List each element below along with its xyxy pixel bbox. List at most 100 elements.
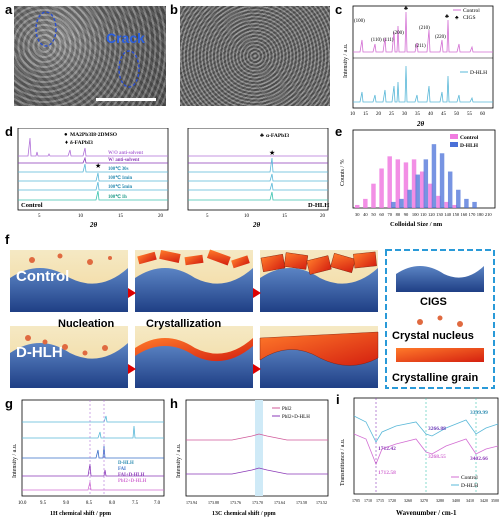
i-anno-3: 3268.55: [428, 454, 446, 460]
panel-h-letter: h: [170, 396, 178, 411]
svg-text:7.5: 7.5: [132, 501, 139, 506]
e-bar-control-11: [444, 201, 449, 208]
i-anno-5: 3402.66: [470, 456, 488, 462]
h-legend-0: PbI2: [282, 407, 292, 412]
e-bar-dhlh-5: [399, 198, 404, 208]
crack-label: Crack: [106, 30, 145, 46]
svg-text:10: 10: [244, 214, 250, 219]
chart-g: D-HLH FAI FAI+D-HLH PbI2+D-HLH Intensity…: [12, 399, 165, 517]
svg-text:10.0: 10.0: [18, 501, 27, 506]
panel-c-letter: c: [335, 2, 343, 17]
e-bar-control-0: [355, 204, 360, 208]
f-row2-label: D-HLH: [16, 344, 63, 361]
svg-text:3500: 3500: [491, 498, 499, 503]
e-bar-control-2: [371, 183, 376, 208]
svg-text:9.0: 9.0: [63, 501, 70, 506]
svg-text:5: 5: [38, 214, 41, 219]
e-bar-dhlh-4: [391, 201, 396, 208]
i-anno-1: 1712.58: [378, 470, 396, 476]
schematic-f: [10, 249, 495, 389]
e-bar-control-6: [403, 162, 409, 208]
f-row1-label: Control: [16, 268, 70, 285]
svg-text:♣: ♣: [404, 6, 408, 12]
panel-i-letter: i: [336, 392, 340, 407]
e-bar-control-12: [452, 204, 457, 208]
e-xtick-7: 100: [412, 212, 420, 217]
e-xtick-5: 80: [396, 212, 401, 217]
e-legend-dhlh: D-HLH: [460, 143, 479, 149]
svg-text:15: 15: [282, 214, 288, 219]
g-legend-1: FAI: [118, 467, 126, 472]
svg-text:5: 5: [206, 214, 209, 219]
svg-text:1710: 1710: [364, 498, 372, 503]
e-bar-control-1: [363, 198, 368, 208]
i-anno-4: 3399.99: [470, 410, 488, 416]
c-legend-control: Control: [463, 8, 480, 14]
c-peak-110: (110): [371, 38, 382, 43]
svg-text:30: 30: [402, 112, 408, 117]
e-xtick-6: 90: [404, 212, 409, 217]
svg-text:40: 40: [428, 112, 434, 117]
d-trace-4: 100℃ 5min: [108, 183, 133, 190]
e-bar-dhlh-8: [423, 159, 429, 208]
panel-a-letter: a: [5, 2, 13, 17]
e-xtick-11: 140: [444, 212, 452, 217]
e-bar-dhlh-9: [431, 144, 437, 208]
e-bar-dhlh-10: [439, 153, 445, 208]
e-ylabel: Counts / %: [340, 159, 346, 186]
svg-text:173.76: 173.76: [230, 500, 241, 505]
svg-text:20: 20: [320, 214, 326, 219]
h-xlabel: 13C chemical shift / ppm: [212, 511, 276, 517]
g-legend-0: D-HLH: [118, 461, 134, 466]
e-bar-control-10: [436, 195, 441, 208]
e-xtick-15: 180: [477, 212, 485, 217]
chart-h: PbI2 PbI2+D-HLH Intensity / a.u. 173.94 …: [176, 399, 329, 517]
svg-text:♣: ♣: [445, 14, 449, 20]
d-right-label: D-HLH: [308, 202, 329, 209]
svg-text:173.94: 173.94: [186, 500, 197, 505]
e-xtick-1: 40: [363, 212, 368, 217]
svg-text:173.58: 173.58: [296, 500, 307, 505]
chart-c: (100) (110) (111) (200) (210) (211) (220…: [343, 5, 494, 128]
i-legend-control: Control: [461, 475, 478, 481]
e-xtick-16: 210: [485, 212, 493, 217]
h-legend-1: PbI2+D-HLH: [282, 415, 310, 420]
c-peak-220: (220): [435, 35, 446, 40]
c-peak-200: (200): [393, 31, 404, 36]
e-bar-dhlh-6: [407, 189, 412, 208]
svg-text:173.88: 173.88: [208, 500, 219, 505]
svg-text:15: 15: [363, 112, 369, 117]
d-trace-5: 100℃ 1h: [108, 193, 127, 200]
svg-text:1720: 1720: [388, 498, 396, 503]
e-bar-control-3: [379, 168, 384, 208]
e-xtick-4: 70: [387, 212, 392, 217]
panel-f-letter: f: [5, 232, 10, 247]
c-peak-111: (111): [383, 38, 394, 43]
panel-d-letter: d: [5, 124, 13, 139]
svg-text:35: 35: [415, 112, 421, 117]
svg-text:173.70: 173.70: [252, 500, 263, 505]
svg-text:3270: 3270: [420, 498, 428, 503]
sem-image-b: [180, 6, 330, 106]
d-trace-2: 100℃ 30s: [108, 165, 129, 172]
c-xticks: 10 15 20 25 30 35 40 45 50 55 60: [350, 112, 486, 117]
f-legend-cigs: CIGS: [420, 296, 447, 308]
i-anno-2: 3266.88: [428, 426, 446, 432]
svg-text:♦: ♦: [65, 140, 68, 146]
d-legend-alpha: α-FAPbI3: [266, 133, 289, 139]
g-legend-2: FAI+D-HLH: [118, 473, 145, 478]
c-legend-cigs: CIGS: [463, 15, 476, 21]
c-peak-100: (100): [354, 19, 365, 24]
e-xtick-10: 130: [436, 212, 444, 217]
c-ylabel: Intensity / a.u.: [343, 43, 349, 78]
c-peak-labels: (100) (110) (111) (200) (210) (211) (220…: [354, 19, 446, 49]
f-stage-crystallization: Crystallization: [146, 318, 222, 330]
g-legend-3: PbI2+D-HLH: [118, 479, 147, 484]
e-bar-control-5: [395, 159, 401, 208]
svg-text:1715: 1715: [376, 498, 384, 503]
e-xtick-3: 60: [379, 212, 384, 217]
f-stage-nucleation: Nucleation: [58, 318, 115, 330]
c-xlabel: 2θ: [416, 120, 425, 128]
svg-text:10: 10: [350, 112, 356, 117]
e-bar-control-9: [428, 183, 433, 208]
